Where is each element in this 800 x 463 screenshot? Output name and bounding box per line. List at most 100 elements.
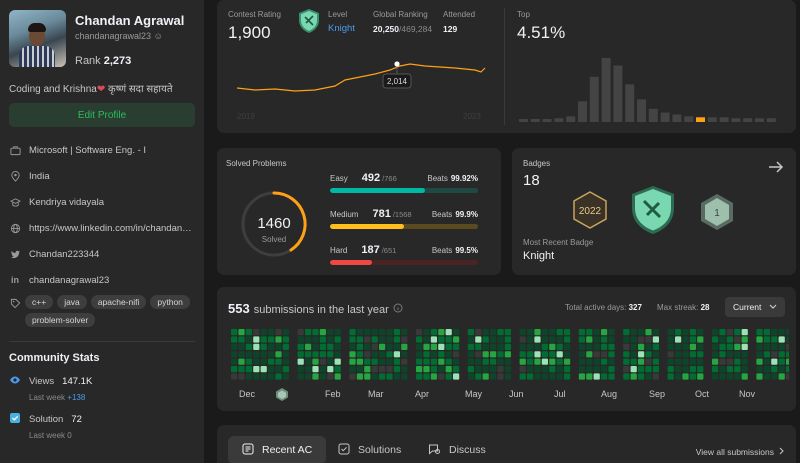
heatmap-cell[interactable] [556,358,563,365]
heatmap-cell[interactable] [527,366,534,373]
heatmap-cell[interactable] [379,358,386,365]
heatmap-cell[interactable] [763,366,770,373]
heatmap-cell[interactable] [349,343,356,350]
heatmap-cell[interactable] [423,336,430,343]
heatmap-cell[interactable] [467,336,474,343]
heatmap-cell[interactable] [771,329,778,336]
heatmap-cell[interactable] [275,343,282,350]
heatmap-cell[interactable] [519,373,526,380]
heatmap-cell[interactable] [719,329,726,336]
heatmap-cell[interactable] [652,358,659,365]
heatmap-cell[interactable] [393,373,400,380]
heatmap-cell[interactable] [231,373,238,380]
heatmap-cell[interactable] [386,343,393,350]
heatmap-cell[interactable] [371,336,378,343]
heatmap-cell[interactable] [260,373,267,380]
heatmap-cell[interactable] [386,373,393,380]
heatmap-cell[interactable] [245,373,252,380]
heatmap-cell[interactable] [268,336,275,343]
tab-discuss[interactable]: Discuss [414,436,500,463]
heatmap-cell[interactable] [726,336,733,343]
heatmap-cell[interactable] [327,351,334,358]
knight-badge-icon[interactable] [630,185,676,240]
heatmap-cell[interactable] [282,329,289,336]
heatmap-cell[interactable] [667,343,674,350]
skill-tag[interactable]: apache-nifi [90,295,147,309]
heatmap-cell[interactable] [697,373,704,380]
heatmap-cell[interactable] [527,358,534,365]
heatmap-cell[interactable] [638,336,645,343]
heatmap-cell[interactable] [379,343,386,350]
heatmap-cell[interactable] [638,351,645,358]
heatmap-cell[interactable] [778,373,785,380]
heatmap-cell[interactable] [268,373,275,380]
heatmap-cell[interactable] [475,343,482,350]
heatmap-cell[interactable] [356,358,363,365]
heatmap-cell[interactable] [756,329,763,336]
heatmap-cell[interactable] [608,343,615,350]
heatmap-cell[interactable] [379,329,386,336]
heatmap-cell[interactable] [534,373,541,380]
heatmap-cell[interactable] [453,329,460,336]
heatmap-cell[interactable] [438,351,445,358]
heatmap-cell[interactable] [253,373,260,380]
heatmap-cell[interactable] [682,373,689,380]
heatmap-cell[interactable] [712,358,719,365]
heatmap-cell[interactable] [423,329,430,336]
heatmap-cell[interactable] [689,343,696,350]
heatmap-cell[interactable] [482,329,489,336]
heatmap-cell[interactable] [260,343,267,350]
heatmap-cell[interactable] [623,358,630,365]
heatmap-cell[interactable] [445,336,452,343]
heatmap-cell[interactable] [712,351,719,358]
heatmap-cell[interactable] [556,351,563,358]
heatmap-cell[interactable] [305,373,312,380]
heatmap-cell[interactable] [386,329,393,336]
heatmap-cell[interactable] [364,329,371,336]
heatmap-cell[interactable] [297,373,304,380]
heatmap-cell[interactable] [541,366,548,373]
heatmap-cell[interactable] [312,351,319,358]
heatmap-cell[interactable] [756,351,763,358]
heatmap-cell[interactable] [719,373,726,380]
heatmap-cell[interactable] [423,358,430,365]
heatmap-cell[interactable] [778,336,785,343]
heatmap-cell[interactable] [763,336,770,343]
heatmap-cell[interactable] [564,336,571,343]
heatmap-cell[interactable] [504,373,511,380]
heatmap-cell[interactable] [327,358,334,365]
heatmap-cell[interactable] [371,329,378,336]
heatmap-cell[interactable] [497,351,504,358]
heatmap-cell[interactable] [763,373,770,380]
heatmap-cell[interactable] [734,343,741,350]
heatmap-cell[interactable] [689,351,696,358]
heatmap-cell[interactable] [282,358,289,365]
heatmap-cell[interactable] [386,358,393,365]
heatmap-cell[interactable] [305,336,312,343]
heatmap-cell[interactable] [593,366,600,373]
heatmap-cell[interactable] [527,351,534,358]
heatmap-cell[interactable] [393,358,400,365]
heatmap-cell[interactable] [371,373,378,380]
heatmap-cell[interactable] [608,329,615,336]
heatmap-cell[interactable] [268,329,275,336]
heatmap-cell[interactable] [741,358,748,365]
heatmap-cell[interactable] [726,343,733,350]
heatmap-cell[interactable] [578,343,585,350]
heatmap-cell[interactable] [253,358,260,365]
heatmap-cell[interactable] [719,358,726,365]
heatmap-cell[interactable] [638,329,645,336]
heatmap-cell[interactable] [327,336,334,343]
heatmap-cell[interactable] [652,366,659,373]
heatmap-cell[interactable] [593,329,600,336]
heatmap-cell[interactable] [556,366,563,373]
heatmap-cell[interactable] [630,343,637,350]
heatmap-cell[interactable] [593,336,600,343]
heatmap-cell[interactable] [756,373,763,380]
heatmap-cell[interactable] [601,336,608,343]
heatmap-cell[interactable] [482,366,489,373]
heatmap-cell[interactable] [327,329,334,336]
heatmap-cell[interactable] [282,343,289,350]
heatmap-cell[interactable] [541,336,548,343]
heatmap-cell[interactable] [467,343,474,350]
